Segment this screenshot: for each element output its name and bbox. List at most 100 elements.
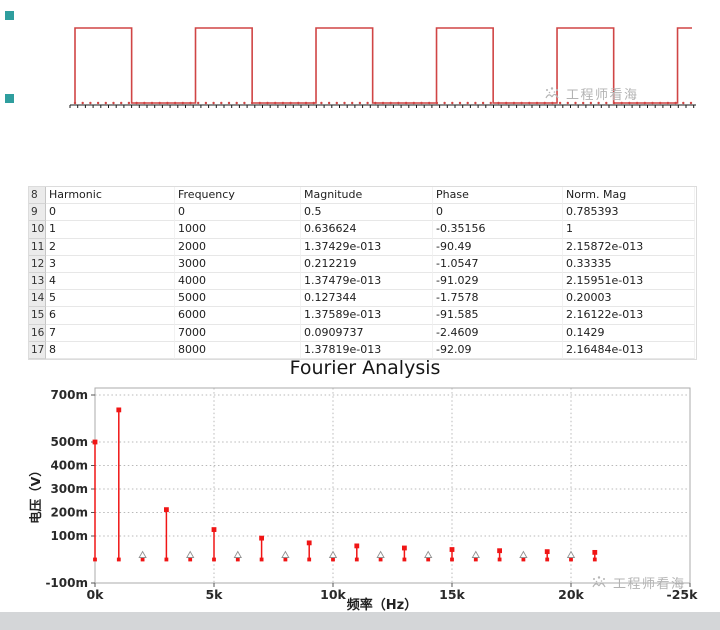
table-cell[interactable]: 0 <box>175 204 301 222</box>
table-cell[interactable]: 2.15872e-013 <box>563 238 695 256</box>
row-number-cell[interactable]: 11 <box>29 238 46 256</box>
row-number-cell[interactable]: 14 <box>29 290 46 308</box>
table-cell[interactable]: 1.37589e-013 <box>301 307 433 325</box>
table-cell[interactable]: 1.37429e-013 <box>301 238 433 256</box>
table-cell[interactable]: 3 <box>46 255 175 273</box>
table-cell[interactable]: 0.5 <box>301 204 433 222</box>
row-number-cell[interactable]: 16 <box>29 324 46 342</box>
table-row: 9 0 0 0.5 0 0.785393 <box>29 204 696 222</box>
watermark: 工程师看海 <box>590 573 686 592</box>
table-cell[interactable]: 0 <box>46 204 175 222</box>
stem-top-marker <box>354 543 360 549</box>
column-header[interactable]: Harmonic <box>46 187 175 205</box>
table-cell[interactable]: 1.37479e-013 <box>301 272 433 291</box>
table-cell[interactable]: 2.16484e-013 <box>563 341 695 359</box>
table-cell[interactable]: -1.7578 <box>433 290 563 308</box>
table-cell[interactable]: 5000 <box>175 290 301 308</box>
table-cell[interactable]: -1.0547 <box>433 255 563 273</box>
row-number-cell[interactable]: 12 <box>29 255 46 273</box>
table-cell[interactable]: 2000 <box>175 238 301 256</box>
table-cell[interactable]: 8000 <box>175 341 301 359</box>
table-cell[interactable]: 0.0909737 <box>301 324 433 342</box>
table-cell[interactable]: 1 <box>46 221 175 239</box>
x-tick-label: 20k <box>558 587 584 602</box>
harmonic-stems <box>92 407 598 562</box>
table-cell[interactable]: 1.37819e-013 <box>301 341 433 359</box>
table-cell[interactable]: -91.585 <box>433 307 563 325</box>
stem-top-marker <box>497 548 502 554</box>
gridlines <box>94 388 691 584</box>
x-tick-labels: 0k 5k 10k 15k 20k -25k <box>86 587 698 602</box>
y-tick-label: 200m <box>50 506 88 520</box>
baseline-marker <box>497 557 502 562</box>
row-number-cell[interactable]: 15 <box>29 307 46 325</box>
table-cell[interactable]: 0.33335 <box>563 255 695 273</box>
column-header[interactable]: Frequency <box>175 187 301 205</box>
table-cell[interactable]: 7000 <box>175 324 301 342</box>
baseline-marker <box>402 557 407 562</box>
splash-logo-icon <box>592 575 606 587</box>
table-cell[interactable]: 6000 <box>175 307 301 325</box>
table-cell[interactable]: 0.127344 <box>301 290 433 308</box>
zero-harmonic-triangle-marker <box>566 550 576 558</box>
baseline-marker <box>164 557 169 562</box>
table-cell[interactable]: -0.35156 <box>433 221 563 239</box>
watermark-text: 工程师看海 <box>613 577 686 592</box>
baseline-marker <box>283 557 288 562</box>
table-cell[interactable]: 0.1429 <box>563 324 695 342</box>
table-cell[interactable]: -90.49 <box>433 238 563 256</box>
table-cell[interactable]: -2.4609 <box>433 324 563 342</box>
table-cell[interactable]: 6 <box>46 307 175 325</box>
splash-logo-icon <box>545 86 559 98</box>
row-number-cell[interactable]: 9 <box>29 204 46 222</box>
cursor-handle-icon[interactable] <box>5 94 14 103</box>
row-number-cell[interactable]: 17 <box>29 341 46 359</box>
baseline-marker <box>259 557 264 562</box>
cursor-handle-icon[interactable] <box>5 11 14 20</box>
column-header[interactable]: Magnitude <box>301 187 433 205</box>
table-cell[interactable]: 1 <box>563 221 695 239</box>
baseline-marker <box>235 557 240 562</box>
y-tick-label: 700m <box>50 388 88 402</box>
row-number-cell[interactable]: 10 <box>29 221 46 239</box>
watermark: 工程师看海 <box>543 84 639 103</box>
zero-harmonic-triangle-marker <box>519 550 528 558</box>
x-tick-label: -25k <box>667 587 699 602</box>
stem-top-marker <box>211 527 217 532</box>
table-cell[interactable]: 0 <box>433 204 563 222</box>
zero-harmonic-triangle-marker <box>328 550 338 558</box>
table-cell[interactable]: 4000 <box>175 272 301 291</box>
table-cell[interactable]: -92.09 <box>433 341 563 359</box>
row-number-cell[interactable]: 13 <box>29 272 46 291</box>
table-cell[interactable]: 7 <box>46 324 175 342</box>
table-cell[interactable]: 8 <box>46 341 175 359</box>
zero-harmonic-triangle-marker <box>471 550 480 558</box>
table-cell[interactable]: 2.15951e-013 <box>563 272 695 291</box>
x-tick-label: 10k <box>320 587 346 602</box>
table-cell[interactable]: 0.20003 <box>563 290 695 308</box>
y-tick-labels: 700m 500m 400m 300m 200m 100m -100m <box>45 388 88 590</box>
table-cell[interactable]: 0.636624 <box>301 221 433 239</box>
y-tick-label: -100m <box>45 576 88 590</box>
table-cell[interactable]: 0.212219 <box>301 255 433 273</box>
table-cell[interactable]: 2 <box>46 238 175 256</box>
stem-top-marker <box>544 549 550 555</box>
time-domain-plot <box>5 11 696 108</box>
table-cell[interactable]: 1000 <box>175 221 301 239</box>
stem-top-marker <box>92 439 98 445</box>
table-cell[interactable]: 3000 <box>175 255 301 273</box>
table-cell[interactable]: 5 <box>46 290 175 308</box>
x-axis-title: 频率（Hz） <box>347 597 417 613</box>
table-cell[interactable]: 4 <box>46 272 175 291</box>
baseline-marker <box>569 557 573 562</box>
table-cell[interactable]: 0.785393 <box>563 204 695 222</box>
table-cell[interactable]: -91.029 <box>433 272 563 291</box>
column-header[interactable]: Norm. Mag <box>563 187 695 205</box>
table-cell[interactable]: 2.16122e-013 <box>563 307 695 325</box>
row-number-cell[interactable]: 8 <box>29 187 46 205</box>
column-header[interactable]: Phase <box>433 187 563 205</box>
table-row: 11 2 2000 1.37429e-013 -90.49 2.15872e-013 <box>29 238 696 256</box>
axis-ticks <box>91 394 691 587</box>
baseline-marker <box>331 557 335 562</box>
